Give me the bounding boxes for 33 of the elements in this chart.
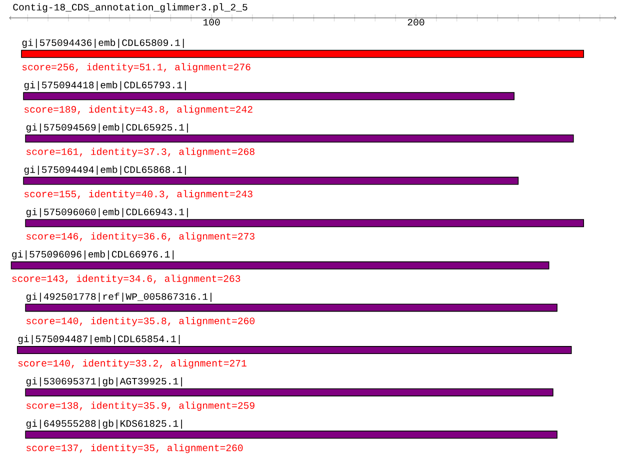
annotation: score=140, identity=35.8, alignment=260 [26, 317, 254, 326]
chart-title: Contig-18_CDS_annotation_glimmer3.pl_2_5 [13, 3, 248, 12]
annotation: score=256, identity=51.1, alignment=276 [22, 63, 250, 72]
bar [25, 219, 584, 228]
bar [23, 92, 515, 100]
y-tick-label: gi|575094494|emb|CDL65868.1| [24, 166, 186, 175]
bar [25, 430, 558, 439]
annotation: score=146, identity=36.6, alignment=273 [26, 232, 254, 242]
annotation: score=137, identity=35, alignment=260 [26, 444, 243, 454]
annotation: score=161, identity=37.3, alignment=268 [26, 148, 254, 157]
x-tick-label: 100 [203, 18, 220, 26]
y-tick-label: gi|575094487|emb|CDL65854.1| [18, 335, 180, 344]
bar [21, 50, 584, 58]
annotation: score=143, identity=34.6, alignment=263 [12, 274, 240, 284]
bar [16, 346, 572, 354]
x-tick-label: 200 [408, 18, 424, 26]
y-tick-label: gi|575096096|emb|CDL66976.1| [12, 250, 174, 260]
annotation: score=138, identity=35.9, alignment=259 [26, 402, 254, 411]
y-tick-label: gi|575094436|emb|CDL65809.1| [22, 38, 184, 48]
y-tick-label: gi|530695371|gb|AGT39925.1| [26, 377, 182, 386]
bar [25, 388, 554, 396]
y-tick-label: gi|649555288|gb|KDS61825.1| [26, 420, 182, 429]
bar [10, 261, 550, 270]
y-tick-label: gi|575094418|emb|CDL65793.1| [24, 81, 186, 90]
y-tick-label: gi|575096060|emb|CDL66943.1| [26, 208, 188, 218]
annotation: score=155, identity=40.3, alignment=243 [24, 190, 252, 200]
annotation: score=189, identity=43.8, alignment=242 [24, 105, 252, 115]
y-tick-label: gi|492501778|ref|WP_005867316.1| [26, 292, 212, 302]
annotation: score=140, identity=33.2, alignment=271 [18, 359, 246, 368]
bar [25, 134, 574, 142]
bar [23, 176, 519, 185]
bar [25, 304, 558, 312]
y-tick-label: gi|575094569|emb|CDL65925.1| [26, 123, 188, 133]
